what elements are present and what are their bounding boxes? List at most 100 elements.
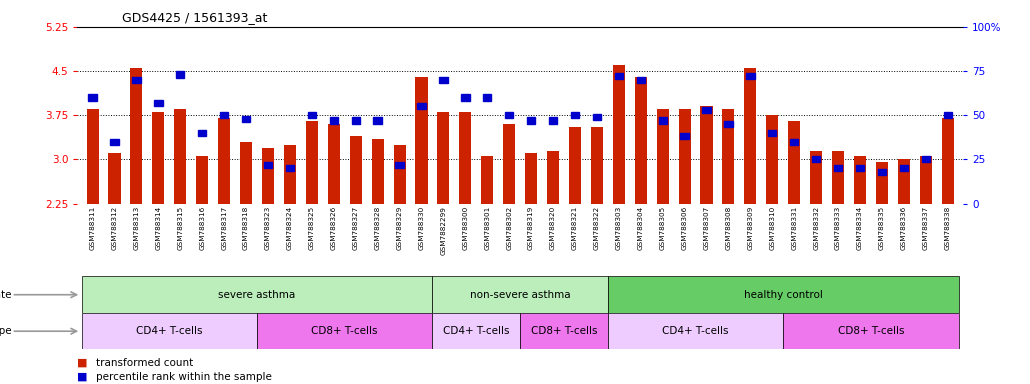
FancyBboxPatch shape: [81, 276, 433, 313]
Bar: [681, 133, 689, 139]
FancyBboxPatch shape: [258, 313, 433, 349]
Text: GSM788308: GSM788308: [725, 206, 731, 250]
Bar: [527, 118, 536, 124]
Bar: [89, 94, 97, 101]
Bar: [768, 130, 777, 136]
Text: ■: ■: [77, 358, 88, 368]
Bar: [591, 127, 603, 204]
Text: GSM788307: GSM788307: [703, 206, 710, 250]
Bar: [613, 65, 625, 204]
Bar: [788, 121, 800, 204]
Bar: [790, 139, 798, 145]
Bar: [504, 124, 515, 204]
Text: GSM788321: GSM788321: [572, 206, 578, 250]
Bar: [87, 109, 99, 204]
Text: GSM788310: GSM788310: [769, 206, 776, 250]
Bar: [461, 94, 470, 101]
Bar: [834, 165, 843, 171]
Bar: [943, 112, 952, 118]
Text: cell type: cell type: [0, 326, 11, 336]
Bar: [242, 116, 250, 122]
Bar: [898, 159, 909, 204]
Bar: [899, 165, 908, 171]
Text: GSM788303: GSM788303: [616, 206, 622, 250]
Bar: [393, 145, 406, 204]
Bar: [374, 118, 382, 124]
Text: GSM788319: GSM788319: [528, 206, 535, 250]
Bar: [396, 162, 404, 168]
Text: GSM788305: GSM788305: [659, 206, 665, 250]
Text: GSM788338: GSM788338: [945, 206, 951, 250]
Bar: [941, 118, 954, 204]
Text: CD8+ T-cells: CD8+ T-cells: [311, 326, 378, 336]
Text: GSM7882299: GSM7882299: [441, 206, 446, 255]
Bar: [811, 151, 822, 204]
Bar: [483, 94, 491, 101]
Bar: [569, 127, 581, 204]
Bar: [438, 112, 449, 204]
Bar: [132, 77, 141, 83]
Text: GSM788311: GSM788311: [90, 206, 96, 250]
Bar: [306, 121, 318, 204]
Text: GSM788309: GSM788309: [748, 206, 753, 250]
Bar: [746, 73, 755, 79]
Bar: [700, 106, 713, 204]
Bar: [481, 156, 493, 204]
Bar: [198, 130, 206, 136]
Bar: [634, 77, 647, 204]
Bar: [351, 118, 359, 124]
Bar: [220, 112, 229, 118]
Text: CD4+ T-cells: CD4+ T-cells: [136, 326, 203, 336]
Bar: [218, 118, 230, 204]
Bar: [549, 118, 557, 124]
FancyBboxPatch shape: [783, 313, 959, 349]
Text: GSM788301: GSM788301: [484, 206, 490, 250]
Bar: [920, 156, 932, 204]
Text: GSM788315: GSM788315: [177, 206, 183, 250]
FancyBboxPatch shape: [608, 276, 959, 313]
Bar: [131, 68, 142, 204]
Text: GSM788327: GSM788327: [352, 206, 358, 250]
Text: ■: ■: [77, 372, 88, 382]
Bar: [439, 77, 448, 83]
Text: GDS4425 / 1561393_at: GDS4425 / 1561393_at: [122, 11, 267, 24]
Text: GSM788322: GSM788322: [594, 206, 599, 250]
Text: GSM788318: GSM788318: [243, 206, 249, 250]
Bar: [349, 136, 362, 204]
Bar: [854, 156, 866, 204]
Bar: [308, 112, 316, 118]
Text: GSM788326: GSM788326: [331, 206, 337, 250]
Text: GSM788314: GSM788314: [156, 206, 162, 250]
Text: CD4+ T-cells: CD4+ T-cells: [443, 326, 510, 336]
Text: GSM788323: GSM788323: [265, 206, 271, 250]
Bar: [284, 145, 296, 204]
Text: percentile rank within the sample: percentile rank within the sample: [96, 372, 272, 382]
Bar: [328, 124, 340, 204]
Text: GSM788324: GSM788324: [287, 206, 293, 250]
Text: non-severe asthma: non-severe asthma: [470, 290, 571, 300]
Bar: [832, 151, 845, 204]
Bar: [417, 103, 425, 109]
Text: GSM788337: GSM788337: [923, 206, 929, 250]
Bar: [592, 114, 602, 120]
Bar: [262, 147, 274, 204]
Text: GSM788336: GSM788336: [901, 206, 906, 250]
Text: GSM788335: GSM788335: [879, 206, 885, 250]
Text: healthy control: healthy control: [744, 290, 823, 300]
Text: GSM788316: GSM788316: [199, 206, 205, 250]
Bar: [264, 162, 272, 168]
Bar: [922, 156, 930, 162]
Bar: [657, 109, 668, 204]
Text: disease state: disease state: [0, 290, 11, 300]
Text: GSM788330: GSM788330: [418, 206, 424, 250]
Text: GSM788317: GSM788317: [221, 206, 228, 250]
Text: GSM788333: GSM788333: [835, 206, 842, 250]
Text: GSM788312: GSM788312: [111, 206, 117, 250]
Text: GSM788304: GSM788304: [638, 206, 644, 250]
FancyBboxPatch shape: [433, 276, 608, 313]
Bar: [702, 107, 711, 113]
FancyBboxPatch shape: [520, 313, 608, 349]
Text: GSM788302: GSM788302: [506, 206, 512, 250]
Text: GSM788325: GSM788325: [309, 206, 315, 250]
Bar: [240, 142, 252, 204]
